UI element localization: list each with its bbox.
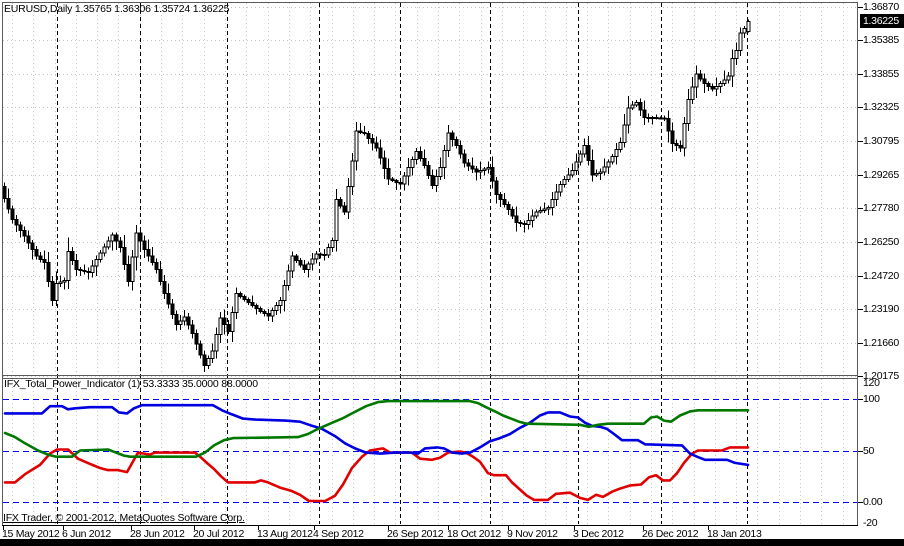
time-tick-label: 15 May 2012 xyxy=(2,528,60,540)
price-tick-label: 1.26250 xyxy=(863,236,899,248)
price-tick-label: 1.32325 xyxy=(863,101,899,113)
indicator-tick-label: 120 xyxy=(863,377,880,389)
time-tick-label: 6 Jun 2012 xyxy=(62,528,111,540)
time-tick-label: 13 Aug 2012 xyxy=(257,528,313,540)
indicator-title: IFX_Total_Power_Indicator (1) 53.3333 35… xyxy=(4,378,258,390)
candlestick-series xyxy=(2,19,751,372)
indicator-tick-label: 100 xyxy=(863,393,880,405)
line-green xyxy=(3,399,750,459)
line-red xyxy=(3,446,750,503)
price-tick-label: 1.21660 xyxy=(863,337,899,349)
price-tick-label: 1.24720 xyxy=(863,270,899,282)
copyright-link[interactable]: IFX Trader, © 2001-2012, MetaQuotes Soft… xyxy=(3,512,245,524)
chart-title: EURUSD,Daily 1.35765 1.36306 1.35724 1.3… xyxy=(4,3,230,15)
time-tick-label: 9 Nov 2012 xyxy=(507,528,558,540)
time-tick-label: 3 Dec 2012 xyxy=(573,528,624,540)
time-tick-label: 18 Jan 2013 xyxy=(707,528,762,540)
price-tick-label: 1.35385 xyxy=(863,34,899,46)
line-blue xyxy=(3,403,750,467)
indicator-tick-label: 0.00 xyxy=(863,496,883,508)
time-tick-label: 26 Sep 2012 xyxy=(387,528,444,540)
window-bottom-edge xyxy=(0,539,904,546)
time-tick-label: 26 Dec 2012 xyxy=(642,528,699,540)
time-tick-label: 28 Jun 2012 xyxy=(130,528,185,540)
price-tick-label: 1.20175 xyxy=(863,370,899,382)
time-tick-label: 18 Oct 2012 xyxy=(447,528,501,540)
price-tick-label: 1.29265 xyxy=(863,169,899,181)
time-tick-label: 20 Jul 2012 xyxy=(193,528,244,540)
time-tick-label: 4 Sep 2012 xyxy=(313,528,364,540)
price-tick-label: 1.33855 xyxy=(863,68,899,80)
price-tick-label: 1.27780 xyxy=(863,202,899,214)
price-tick-label: 1.23190 xyxy=(863,303,899,315)
current-price-badge: 1.36225 xyxy=(860,14,904,28)
time-axis[interactable]: 15 May 2012 6 Jun 2012 28 Jun 2012 20 Jul 2… xyxy=(0,0,860,546)
indicator-tick-label: -20 xyxy=(863,517,878,529)
price-tick-label: 1.36870 xyxy=(863,1,899,13)
indicator-tick-label: 50 xyxy=(863,445,875,457)
price-tick-label: 1.30795 xyxy=(863,135,899,147)
